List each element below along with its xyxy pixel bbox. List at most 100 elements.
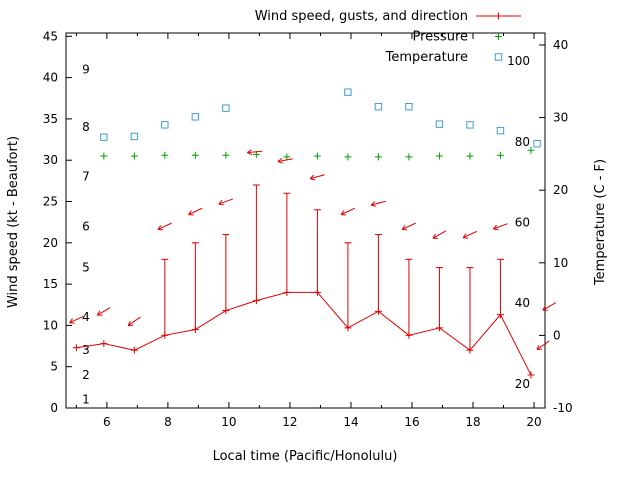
wind-direction-arrow [432, 230, 447, 239]
y-right-tick-label: 0 [553, 328, 561, 342]
x-tick-label: 8 [164, 415, 172, 429]
wind-direction-arrowhead [127, 320, 131, 326]
temperature-point [466, 121, 474, 129]
y-left-tick-label: 5 [50, 360, 58, 374]
y-left-tick-label: 25 [43, 195, 58, 209]
y-left-tick-label: 45 [43, 29, 58, 43]
wind-direction-arrow [462, 230, 477, 239]
y-right-tick-label: 20 [553, 183, 568, 197]
wind-direction-arrowhead [462, 233, 467, 238]
wind-direction-arrowhead [542, 305, 546, 311]
wind-direction-arrowhead [370, 201, 376, 206]
y-right-tick-label: -10 [553, 401, 573, 415]
wind-direction-arrowhead [493, 228, 499, 231]
y-right-tick-label: 30 [553, 111, 568, 125]
temperature-point [222, 104, 230, 112]
wind-speed-line [76, 291, 532, 376]
x-tick-label: 20 [526, 415, 541, 429]
temperature-point [344, 88, 352, 96]
legend-label: Wind speed, gusts, and direction [255, 9, 468, 24]
legend-label: Pressure [412, 30, 468, 45]
wind-direction-arrowhead [309, 174, 315, 180]
left-axis-title: Wind speed (kt - Beaufort) [6, 136, 21, 308]
wind-direction-arrowhead [277, 157, 283, 162]
wind-direction-arrowhead [340, 210, 345, 215]
y-left-tick-label: 30 [43, 153, 58, 167]
wind-direction-arrow [371, 200, 386, 206]
wind-direction-arrow [310, 174, 325, 180]
wind-direction-arrowhead [69, 318, 73, 324]
wind-direction-arrowhead [188, 210, 192, 215]
wind-direction-arrow [157, 222, 172, 230]
fahrenheit-scale-label: 80 [515, 135, 530, 149]
x-tick-label: 6 [103, 415, 111, 429]
temperature-point [100, 133, 108, 141]
legend-sample-marker [494, 53, 503, 61]
temperature-point [533, 140, 541, 148]
wind-direction-arrow [536, 340, 550, 350]
y-left-tick-label: 0 [50, 401, 58, 415]
beaufort-scale-label: 7 [82, 170, 90, 184]
chart-generated-marks: 6 8 10 12 14 16 18 20051015202530354045-1001020… [43, 9, 573, 429]
beaufort-scale-label: 8 [82, 120, 90, 134]
x-axis-title: Local time (Pacific/Honolulu) [213, 449, 398, 464]
beaufort-scale-label: 4 [82, 310, 90, 324]
y-left-tick-label: 20 [43, 236, 58, 250]
fahrenheit-scale-label: 20 [515, 377, 530, 391]
wind-direction-arrow [247, 150, 263, 154]
wind-direction-arrowhead [218, 203, 224, 206]
wind-direction-arrowhead [277, 161, 283, 164]
wind-direction-arrowhead [310, 178, 316, 181]
temperature-point [130, 132, 139, 141]
wind-direction-arrowhead [536, 344, 540, 350]
wind-direction-arrowhead [218, 199, 223, 205]
wind-direction-arrow [188, 207, 203, 216]
beaufort-scale-label: 9 [82, 62, 90, 76]
wind-direction-arrow [127, 316, 141, 326]
x-tick-label: 16 [404, 415, 419, 429]
temperature-point [374, 102, 383, 111]
fahrenheit-scale-label: 40 [515, 296, 530, 310]
beaufort-scale-label: 6 [82, 219, 90, 233]
wind-direction-arrowhead [247, 149, 252, 154]
wind-direction-arrow [97, 307, 111, 316]
right-axis-title: Temperature (C - F) [593, 159, 608, 286]
temperature-point [496, 126, 505, 135]
wind-direction-arrow [218, 198, 234, 205]
wind-direction-arrow [401, 222, 416, 230]
fahrenheit-scale-label: 60 [515, 215, 530, 229]
temperature-point [405, 102, 413, 111]
y-left-tick-label: 10 [43, 318, 58, 332]
wind-direction-arrow [69, 315, 84, 324]
beaufort-scale-label: 2 [82, 368, 90, 382]
temperature-point [161, 121, 169, 129]
beaufort-scale-label: 1 [82, 393, 90, 407]
y-right-tick-label: 40 [553, 38, 568, 52]
beaufort-scale-label: 3 [82, 343, 90, 357]
wind-direction-arrow [340, 207, 355, 216]
wind-direction-arrowhead [371, 204, 377, 207]
fahrenheit-scale-label: 100 [507, 54, 530, 68]
wind-direction-arrowhead [247, 152, 253, 156]
y-left-tick-label: 15 [43, 277, 58, 291]
wind-direction-arrowhead [493, 224, 498, 230]
x-tick-label: 18 [465, 415, 480, 429]
x-tick-label: 12 [282, 415, 297, 429]
y-left-tick-label: 40 [43, 71, 58, 85]
wind-direction-arrow [277, 158, 293, 162]
legend-label: Temperature [385, 50, 468, 65]
wind-direction-arrowhead [96, 310, 101, 316]
wind-direction-arrowhead [401, 225, 406, 230]
wind-direction-arrowhead [432, 233, 436, 239]
beaufort-scale-label: 5 [82, 261, 90, 275]
y-left-tick-label: 35 [43, 112, 58, 126]
x-tick-label: 14 [343, 415, 358, 429]
x-tick-label: 10 [221, 415, 236, 429]
y-right-tick-label: 10 [553, 256, 568, 270]
wind-direction-arrow [493, 223, 508, 230]
wind-direction-arrow [542, 302, 557, 311]
plot-border [65, 32, 546, 409]
temperature-point [435, 120, 444, 128]
wind-direction-arrowhead [157, 225, 162, 230]
